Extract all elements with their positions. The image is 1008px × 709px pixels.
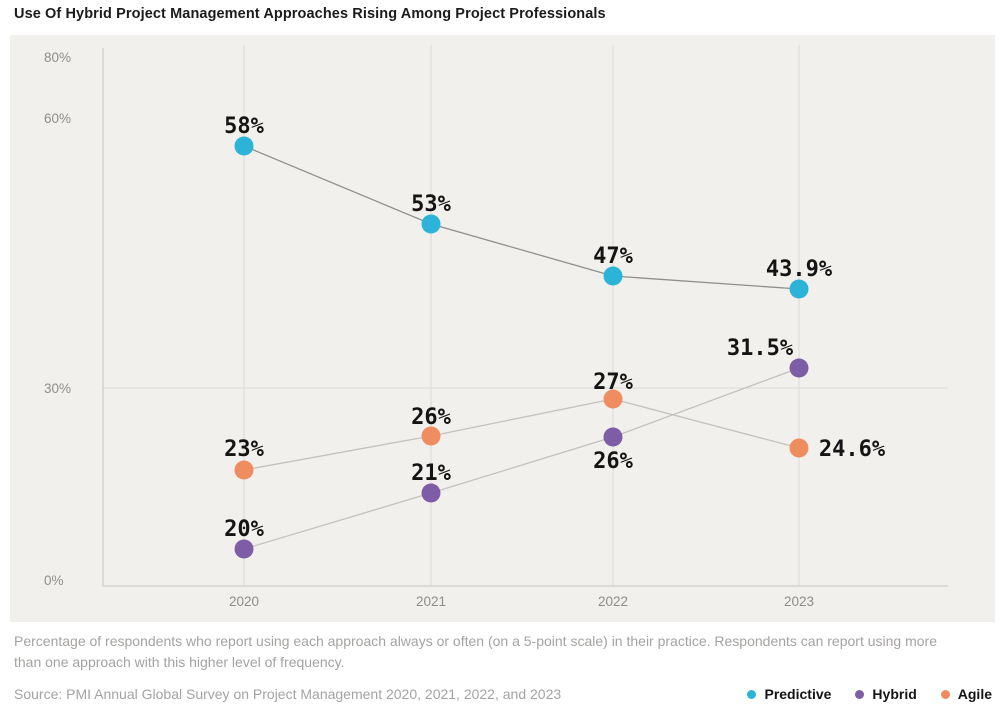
point-agile-2022 <box>603 389 623 409</box>
legend-dot-agile <box>940 689 950 699</box>
data-label-predictive-2023: 43.9% <box>766 257 833 282</box>
data-label-agile-2021: 26% <box>411 405 451 430</box>
legend-dot-hybrid <box>855 689 865 699</box>
y-tick-0%: 0% <box>44 573 64 588</box>
legend-label: Predictive <box>764 686 832 702</box>
data-label-hybrid-2023: 31.5% <box>727 336 794 361</box>
legend-item-hybrid: Hybrid <box>855 686 917 702</box>
data-label-predictive-2022: 47% <box>593 244 633 269</box>
point-hybrid-2021 <box>421 483 441 503</box>
series-line-hybrid <box>243 367 800 550</box>
source-attribution: Source: PMI Annual Global Survey on Proj… <box>14 686 562 702</box>
chart-title: Use Of Hybrid Project Management Approac… <box>14 6 606 22</box>
legend-item-predictive: Predictive <box>747 686 831 702</box>
point-predictive-2020 <box>234 136 254 156</box>
line-chart: 80% 60% 30% 0% 2020 2021 2022 2023 58% 53% 47% 43.9… <box>44 45 948 609</box>
point-agile-2020 <box>234 460 254 480</box>
x-tick-2021: 2021 <box>416 594 446 609</box>
legend-dot-predictive <box>747 689 757 699</box>
data-label-hybrid-2020: 20% <box>224 517 264 542</box>
point-hybrid-2022 <box>603 427 623 447</box>
point-hybrid-2020 <box>234 539 254 559</box>
plot-panel: 80% 60% 30% 0% 2020 2021 2022 2023 58% 53% 47% 43.9… <box>10 35 995 622</box>
point-hybrid-2023 <box>789 358 809 378</box>
y-tick-30%: 30% <box>44 381 71 396</box>
legend-label: Agile <box>957 686 992 702</box>
data-label-predictive-2020: 58% <box>224 114 264 139</box>
data-label-predictive-2021: 53% <box>411 192 451 217</box>
data-label-hybrid-2022: 26% <box>593 449 633 474</box>
x-tick-2022: 2022 <box>598 594 628 609</box>
y-tick-60%: 60% <box>44 111 71 126</box>
y-tick-80%: 80% <box>44 50 71 65</box>
legend-item-agile: Agile <box>940 686 992 702</box>
series-line-predictive <box>243 145 800 290</box>
point-agile-2023 <box>789 438 809 458</box>
data-label-agile-2022: 27% <box>593 370 633 395</box>
data-label-hybrid-2021: 21% <box>411 461 451 486</box>
point-predictive-2022 <box>603 266 623 286</box>
bottom-row: Source: PMI Annual Global Survey on Proj… <box>14 684 992 704</box>
series-line-agile <box>243 398 800 471</box>
chart-footnote: Percentage of respondents who report usi… <box>14 633 937 670</box>
data-label-agile-2023: 24.6% <box>819 437 886 462</box>
x-tick-2020: 2020 <box>229 594 259 609</box>
chart-legend: Predictive Hybrid Agile <box>747 686 992 702</box>
point-predictive-2021 <box>421 214 441 234</box>
point-agile-2021 <box>421 426 441 446</box>
legend-label: Hybrid <box>872 686 917 702</box>
point-predictive-2023 <box>789 279 809 299</box>
x-tick-2023: 2023 <box>784 594 814 609</box>
data-label-agile-2020: 23% <box>224 437 264 462</box>
